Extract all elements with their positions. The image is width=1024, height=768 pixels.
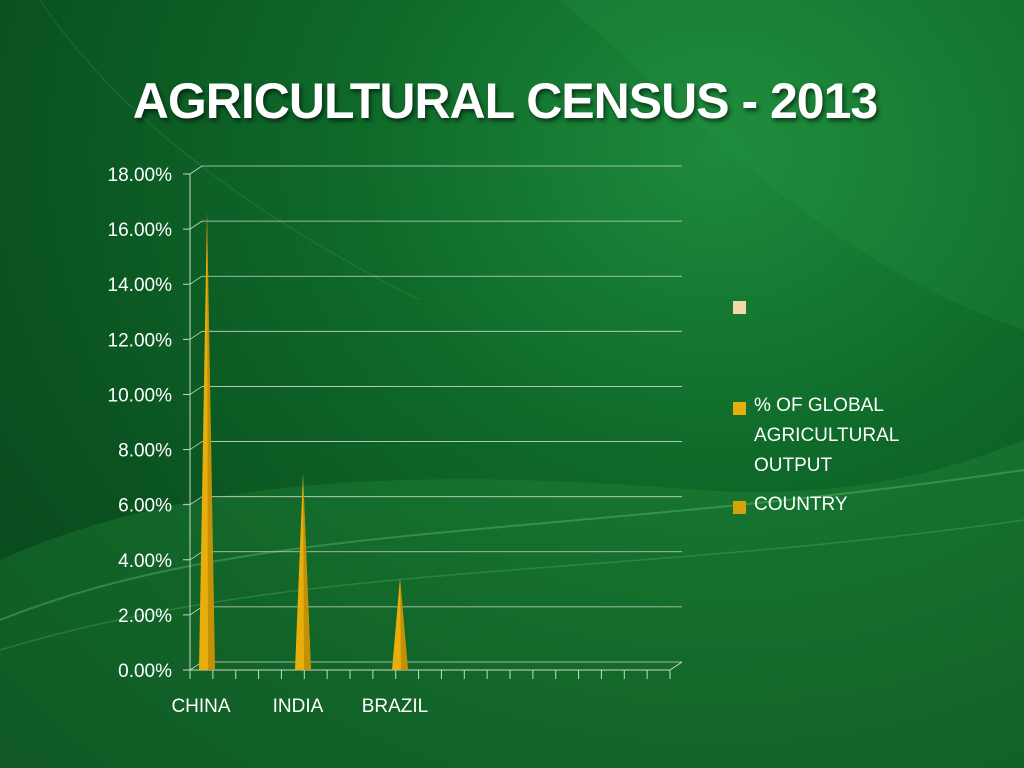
gridline-depth [189, 386, 203, 395]
bar-shade-brazil [400, 577, 408, 670]
y-tick-label: 12.00% [108, 330, 173, 351]
y-tick-label: 4.00% [118, 551, 172, 572]
gridline-depth [189, 331, 203, 340]
bar-shade-china [207, 211, 215, 671]
gridline-depth [189, 606, 203, 616]
legend-label: COUNTRY [754, 494, 848, 515]
y-tick-label: 8.00% [118, 441, 172, 462]
legend-item: % OF GLOBAL AGRICULTURAL OUTPUT [733, 395, 933, 481]
gridline-depth [189, 275, 203, 285]
y-tick-label: 14.00% [108, 275, 173, 296]
y-tick-label: 0.00% [118, 661, 172, 682]
gridline-depth [189, 165, 203, 175]
bar-shade-india [303, 473, 311, 670]
gridline-depth [189, 220, 203, 230]
y-tick-label: 16.00% [108, 220, 173, 241]
y-tick-label: 6.00% [118, 496, 172, 517]
gridline-depth [189, 496, 203, 505]
slide-title: AGRICULTURAL CENSUS - 2013 [132, 73, 878, 129]
legend-swatch [733, 501, 746, 514]
legend-swatch [733, 301, 746, 314]
legend-label: % OF GLOBAL AGRICULTURAL OUTPUT [754, 395, 899, 476]
y-tick-label: 18.00% [108, 165, 173, 186]
y-tick-label: 2.00% [118, 606, 172, 627]
x-tick-label: BRAZIL [362, 696, 429, 717]
x-tick-label: CHINA [171, 696, 230, 717]
gridline-depth [189, 441, 203, 450]
legend-item: COUNTRY [733, 494, 933, 520]
gridline-depth [189, 551, 203, 561]
x-axis-depth [669, 661, 683, 671]
legend-swatch [733, 402, 746, 415]
y-tick-label: 10.00% [108, 385, 173, 406]
legend-item [733, 297, 933, 314]
x-tick-label: INDIA [273, 696, 324, 717]
